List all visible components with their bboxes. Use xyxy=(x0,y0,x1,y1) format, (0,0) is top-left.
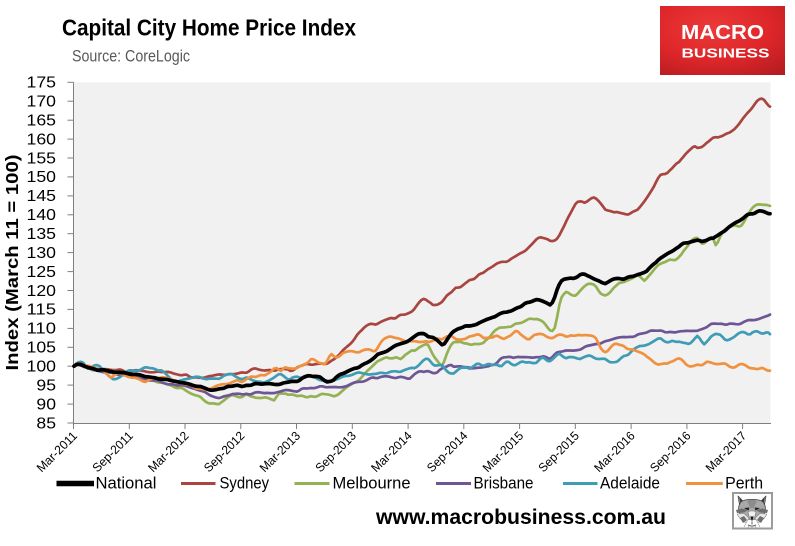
svg-text:95: 95 xyxy=(36,377,56,394)
svg-text:Adelaide: Adelaide xyxy=(600,475,660,493)
svg-text:130: 130 xyxy=(27,245,57,262)
svg-text:Sydney: Sydney xyxy=(220,475,270,493)
svg-text:85: 85 xyxy=(36,415,56,432)
svg-text:100: 100 xyxy=(27,359,57,376)
svg-text:125: 125 xyxy=(27,264,57,281)
svg-text:155: 155 xyxy=(27,150,57,167)
svg-text:110: 110 xyxy=(27,321,57,338)
svg-text:165: 165 xyxy=(27,113,57,130)
svg-text:Melbourne: Melbourne xyxy=(333,475,411,493)
svg-text:175: 175 xyxy=(27,75,57,92)
svg-text:National: National xyxy=(96,475,157,493)
svg-text:160: 160 xyxy=(27,131,57,148)
svg-text:135: 135 xyxy=(27,226,57,243)
svg-text:105: 105 xyxy=(27,340,57,357)
svg-text:120: 120 xyxy=(27,283,57,300)
svg-text:Index (March 11 = 100): Index (March 11 = 100) xyxy=(2,155,22,371)
svg-text:BUSINESS: BUSINESS xyxy=(682,46,770,61)
svg-text:140: 140 xyxy=(27,207,57,224)
svg-text:Brisbane: Brisbane xyxy=(474,475,534,493)
svg-text:Source: CoreLogic: Source: CoreLogic xyxy=(72,47,190,66)
svg-text:90: 90 xyxy=(36,396,56,413)
svg-text:Capital City Home Price Index: Capital City Home Price Index xyxy=(62,15,356,41)
svg-text:170: 170 xyxy=(27,94,57,111)
svg-text:150: 150 xyxy=(27,169,57,186)
svg-text:Perth: Perth xyxy=(725,475,763,493)
svg-text:145: 145 xyxy=(27,188,57,205)
svg-text:115: 115 xyxy=(27,302,57,319)
svg-text:MACRO: MACRO xyxy=(681,21,764,44)
svg-text:www.macrobusiness.com.au: www.macrobusiness.com.au xyxy=(375,505,666,529)
